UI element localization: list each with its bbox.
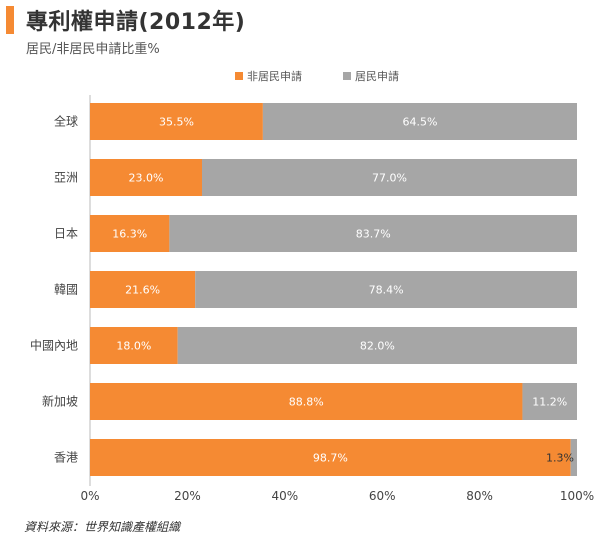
data-label: 35.5% [159,116,194,129]
data-label: 23.0% [129,172,164,185]
x-tick-label: 0% [80,489,99,503]
category-label: 中國內地 [30,338,78,353]
bar-segment [90,439,571,476]
data-label: 88.8% [289,396,324,409]
category-label: 香港 [54,451,78,465]
bar-segment [177,327,577,364]
x-tick-label: 20% [174,489,201,503]
category-label: 全球 [54,114,78,129]
category-label: 新加坡 [42,394,78,409]
category-label: 韓國 [54,283,78,297]
source-note: 資料來源：世界知識產權組織 [24,520,181,534]
data-label: 78.4% [369,284,404,297]
bar-segment [169,215,578,252]
chart-subtitle: 居民/非居民申請比重% [26,42,160,57]
x-tick-label: 60% [369,489,396,503]
bar-segment [570,439,577,476]
bar-segment [90,215,170,252]
data-label: 83.7% [356,228,391,241]
legend-swatch [235,72,243,80]
legend-label: 非居民申請 [247,69,302,83]
title-accent-bar [6,6,14,34]
legend-label: 居民申請 [355,69,399,83]
bar-segment [522,383,577,420]
bar-segment [262,103,577,140]
category-label: 亞洲 [54,171,78,185]
data-label: 98.7% [313,452,348,465]
bar-segment [202,159,577,196]
x-tick-label: 40% [271,489,298,503]
bar-segment [90,327,178,364]
bar-segment [90,383,523,420]
x-tick-label: 80% [466,489,493,503]
bar-segment [90,271,196,308]
x-tick-label: 100% [560,489,594,503]
data-label: 1.3% [546,452,574,465]
data-label: 21.6% [125,284,160,297]
data-label: 82.0% [360,340,395,353]
data-label: 64.5% [402,116,437,129]
data-label: 77.0% [372,172,407,185]
data-label: 16.3% [112,228,147,241]
legend-swatch [343,72,351,80]
data-label: 11.2% [532,396,567,409]
data-label: 18.0% [116,340,151,353]
bar-segment [90,103,263,140]
chart-title: 專利權申請(2012年) [26,10,246,35]
bar-segment [195,271,577,308]
bar-segment [90,159,203,196]
category-label: 日本 [54,227,78,241]
